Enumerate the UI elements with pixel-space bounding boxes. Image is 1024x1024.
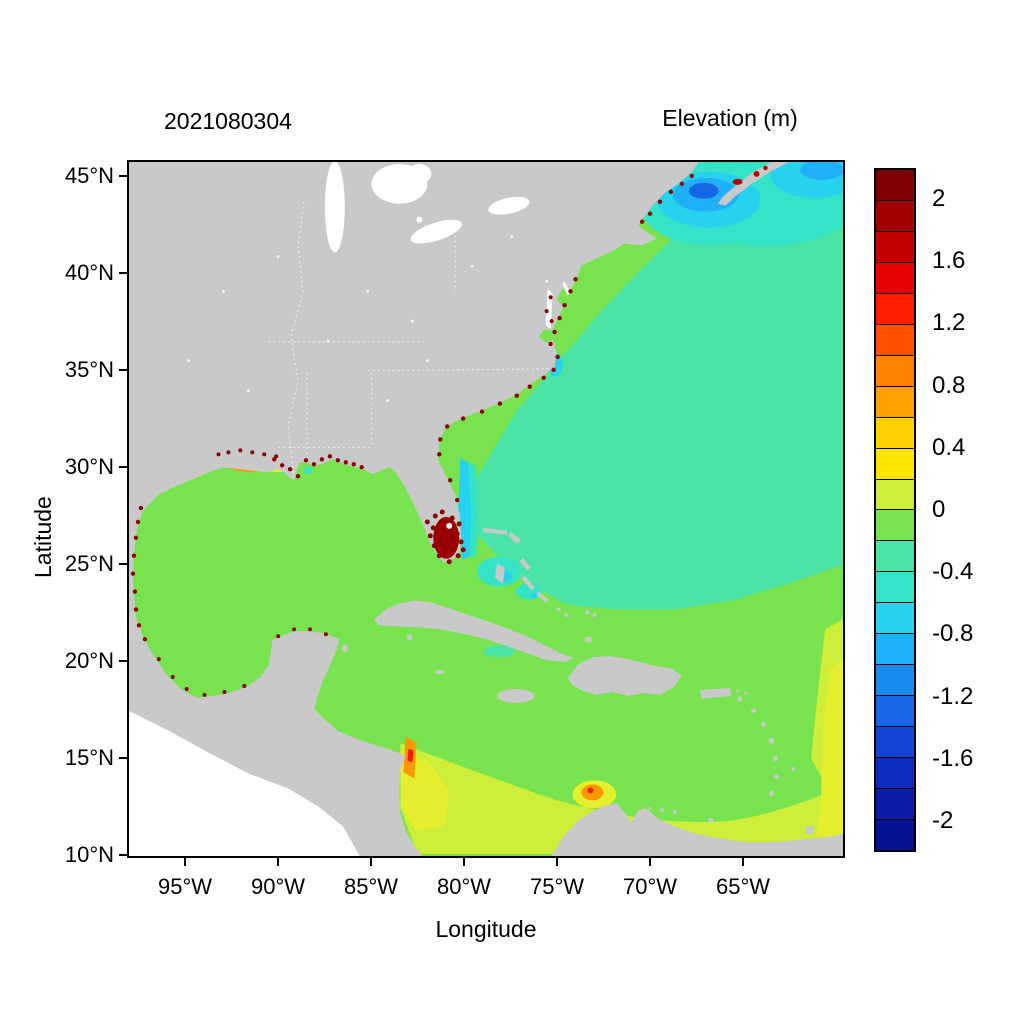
x-tick-mark bbox=[370, 858, 372, 866]
x-tick-label: 70°W bbox=[622, 874, 678, 899]
y-tick-label: 25°N bbox=[64, 551, 114, 576]
x-tick-mark bbox=[649, 858, 651, 866]
colorbar-segment bbox=[876, 230, 914, 262]
colorbar-tick-label: 0.8 bbox=[932, 371, 966, 399]
y-tick-mark bbox=[119, 660, 127, 662]
y-tick-mark bbox=[119, 757, 127, 759]
colorbar-tick-label: 1.6 bbox=[932, 247, 966, 275]
state-borders bbox=[268, 201, 552, 479]
colorbar-tick-label: -1.2 bbox=[932, 682, 974, 710]
y-tick-mark bbox=[119, 854, 127, 856]
colorbar-segment bbox=[876, 292, 914, 324]
colorbar-segment bbox=[876, 416, 914, 448]
colorbar-segment bbox=[876, 261, 914, 293]
south-florida-cluster bbox=[424, 509, 466, 565]
y-tick-mark bbox=[119, 272, 127, 274]
x-tick-label: 75°W bbox=[529, 874, 585, 899]
great-lakes bbox=[324, 162, 571, 330]
x-tick-mark bbox=[742, 858, 744, 866]
colorbar bbox=[874, 168, 916, 852]
gulf-of-maine-region bbox=[639, 162, 843, 247]
colorbar-segment bbox=[876, 602, 914, 634]
map-plot bbox=[127, 160, 845, 858]
y-tick-mark bbox=[119, 563, 127, 565]
colorbar-segment bbox=[876, 726, 914, 758]
x-tick-label: 95°W bbox=[157, 874, 213, 899]
land-nova-scotia bbox=[717, 162, 790, 206]
pacific-no-data bbox=[129, 710, 360, 856]
elevation-map bbox=[129, 162, 843, 856]
colorbar-segment bbox=[876, 819, 914, 850]
colorbar-segment bbox=[876, 354, 914, 386]
x-tick-mark bbox=[556, 858, 558, 866]
plot-date-label: 2021080304 bbox=[164, 108, 292, 134]
land-mainland bbox=[129, 162, 699, 856]
colorbar-segment bbox=[876, 323, 914, 355]
colorbar-segment bbox=[876, 695, 914, 727]
colorbar-tick-label: -1.6 bbox=[932, 744, 974, 772]
y-tick-label: 15°N bbox=[64, 745, 114, 770]
colorbar-segment bbox=[876, 664, 914, 696]
colorbar-segment bbox=[876, 478, 914, 510]
bay-of-fundy-specks bbox=[732, 165, 768, 185]
colorbar-segment bbox=[876, 447, 914, 479]
colorbar-segment bbox=[876, 571, 914, 603]
colorbar-segment bbox=[876, 509, 914, 541]
colorbar-tick-label: -0.4 bbox=[932, 558, 974, 586]
x-tick-mark bbox=[463, 858, 465, 866]
land-islands bbox=[341, 527, 814, 835]
x-tick-label: 85°W bbox=[343, 874, 399, 899]
colorbar-segment bbox=[876, 757, 914, 789]
bahamas-banks bbox=[477, 556, 542, 658]
x-tick-label: 90°W bbox=[250, 874, 306, 899]
colorbar-tick-label: 1.2 bbox=[932, 309, 966, 337]
colorbar-tick-label: -2 bbox=[932, 806, 954, 834]
south-caribbean-band bbox=[400, 619, 843, 855]
x-tick-mark bbox=[277, 858, 279, 866]
y-tick-label: 45°N bbox=[64, 163, 114, 188]
colorbar-tick-label: 0.4 bbox=[932, 433, 966, 461]
x-tick-mark bbox=[184, 858, 186, 866]
y-tick-mark bbox=[119, 466, 127, 468]
colorbar-segment bbox=[876, 170, 914, 200]
colorbar-segment bbox=[876, 633, 914, 665]
inland-dots bbox=[187, 235, 549, 403]
y-tick-label: 20°N bbox=[64, 648, 114, 673]
colorbar-segment bbox=[876, 385, 914, 417]
y-tick-label: 10°N bbox=[64, 842, 114, 867]
colorbar-segment bbox=[876, 199, 914, 231]
y-tick-label: 40°N bbox=[64, 260, 114, 285]
shoreline-specks bbox=[130, 165, 768, 697]
land-south-america bbox=[551, 803, 843, 856]
lake-okeechobee bbox=[446, 522, 453, 529]
x-tick-label: 80°W bbox=[436, 874, 492, 899]
y-tick-label: 35°N bbox=[64, 357, 114, 382]
y-tick-mark bbox=[119, 175, 127, 177]
atlantic-region bbox=[461, 162, 843, 610]
x-axis-label: Longitude bbox=[435, 916, 537, 942]
colorbar-segment bbox=[876, 788, 914, 820]
colorbar-tick-label: 2 bbox=[932, 185, 946, 213]
x-tick-label: 65°W bbox=[715, 874, 771, 899]
colorbar-tick-label: -0.8 bbox=[932, 620, 974, 648]
colorbar-tick-label: 0 bbox=[932, 496, 946, 523]
colorbar-title: Elevation (m) bbox=[662, 105, 798, 131]
y-tick-mark bbox=[119, 369, 127, 371]
colorbar-segment bbox=[876, 540, 914, 572]
y-tick-label: 30°N bbox=[64, 454, 114, 479]
